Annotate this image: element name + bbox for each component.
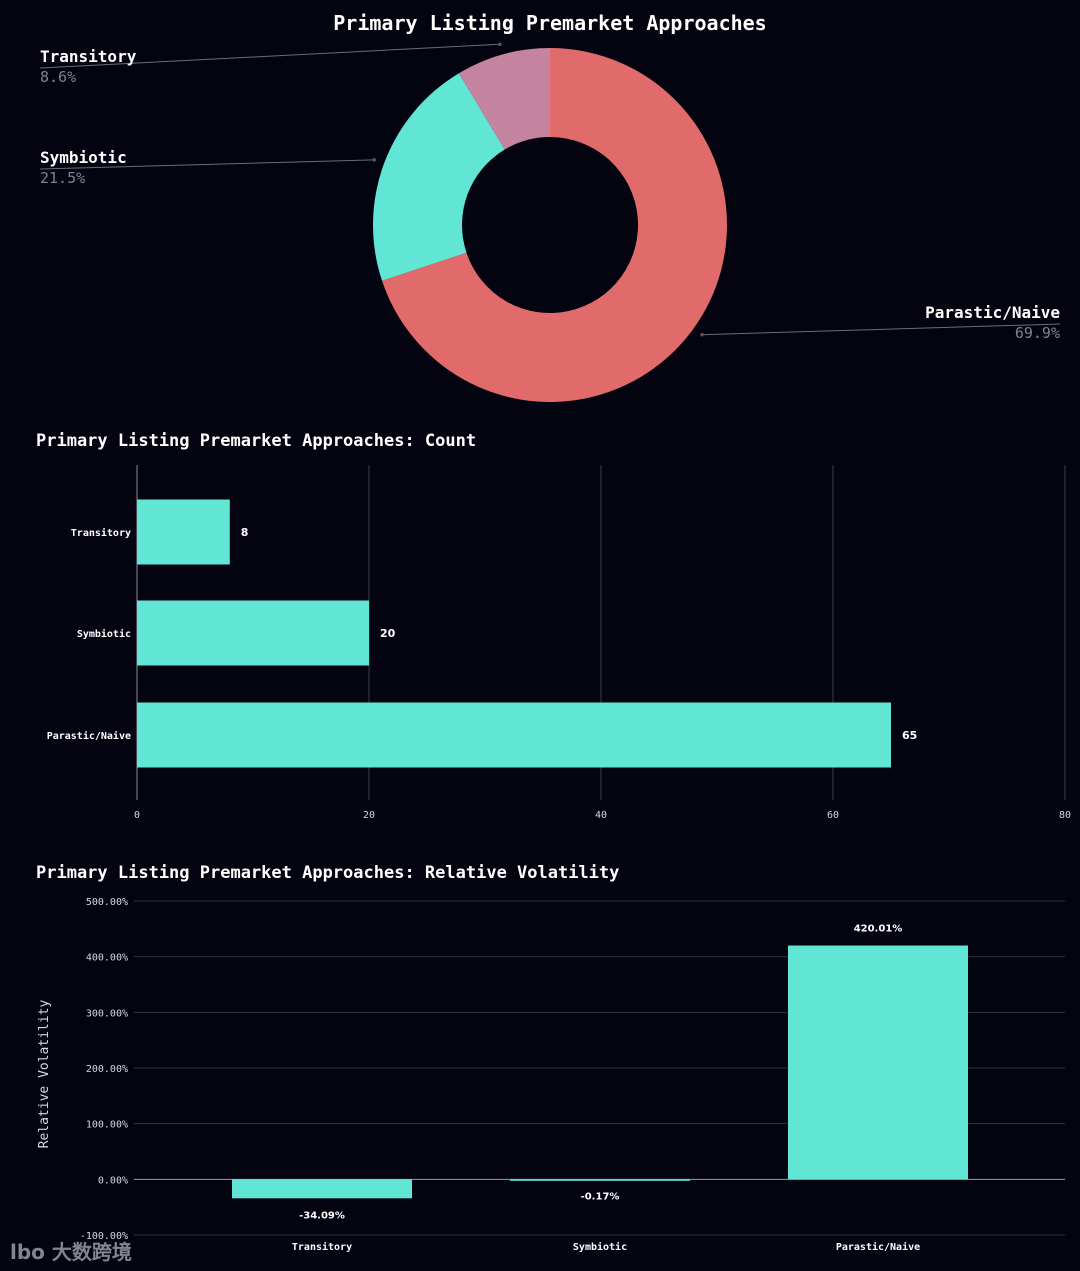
y-tick-label: 400.00%	[86, 953, 128, 964]
y-category-label: Symbiotic	[77, 628, 131, 640]
count-bar	[137, 499, 230, 565]
y-tick-label: -100.00%	[80, 1231, 128, 1242]
x-category-label: Transitory	[292, 1241, 352, 1253]
y-category-label: Parastic/Naive	[47, 730, 131, 742]
donut-slice	[373, 73, 505, 281]
volatility-bar	[788, 945, 968, 1180]
x-tick-label: 0	[134, 810, 140, 821]
bar-value-label: -0.17%	[581, 1191, 620, 1202]
donut-slice	[382, 48, 728, 403]
slice-percent: 21.5%	[40, 169, 85, 187]
donut-title: Primary Listing Premarket Approaches	[333, 11, 766, 35]
donut-slice	[458, 48, 550, 150]
y-tick-label: 500.00%	[86, 897, 128, 908]
leader-line	[39, 159, 375, 170]
y-tick-label: 300.00%	[86, 1008, 128, 1019]
x-tick-label: 40	[595, 810, 607, 821]
y-axis-label: Relative Volatility	[37, 999, 52, 1148]
x-category-label: Parastic/Naive	[836, 1241, 920, 1253]
bar-value-label: 8	[241, 526, 249, 539]
volatility-bar	[510, 1179, 690, 1181]
bar-value-label: 420.01%	[854, 924, 903, 935]
count-bar	[137, 600, 369, 666]
count-chart-title: Primary Listing Premarket Approaches: Co…	[36, 431, 476, 451]
slice-label: Symbiotic	[40, 148, 127, 167]
slice-label: Transitory	[40, 47, 137, 66]
x-tick-label: 60	[827, 810, 839, 821]
y-tick-label: 100.00%	[86, 1120, 128, 1131]
leader-dot	[372, 158, 376, 162]
leader-line	[702, 323, 1061, 336]
watermark-text: 大数跨境	[51, 1240, 132, 1264]
y-tick-label: 200.00%	[86, 1064, 128, 1075]
x-category-label: Symbiotic	[573, 1241, 627, 1253]
x-tick-label: 20	[363, 810, 375, 821]
leader-line	[39, 43, 500, 69]
slice-label: Parastic/Naive	[925, 303, 1060, 322]
bar-value-label: 20	[380, 627, 396, 640]
volatility-chart-title: Primary Listing Premarket Approaches: Re…	[36, 863, 619, 883]
bar-value-label: 65	[902, 729, 917, 742]
y-tick-label: 0.00%	[98, 1175, 128, 1186]
volatility-bar	[232, 1179, 412, 1199]
slice-percent: 8.6%	[40, 68, 76, 86]
x-tick-label: 80	[1059, 810, 1071, 821]
bar-value-label: -34.09%	[299, 1210, 345, 1221]
leader-dot	[498, 42, 502, 47]
y-category-label: Transitory	[71, 527, 131, 539]
leader-dot	[700, 332, 704, 337]
slice-percent: 69.9%	[1015, 324, 1060, 342]
watermark-logo: lbo 大数跨境	[10, 1240, 132, 1264]
count-bar	[137, 702, 891, 768]
